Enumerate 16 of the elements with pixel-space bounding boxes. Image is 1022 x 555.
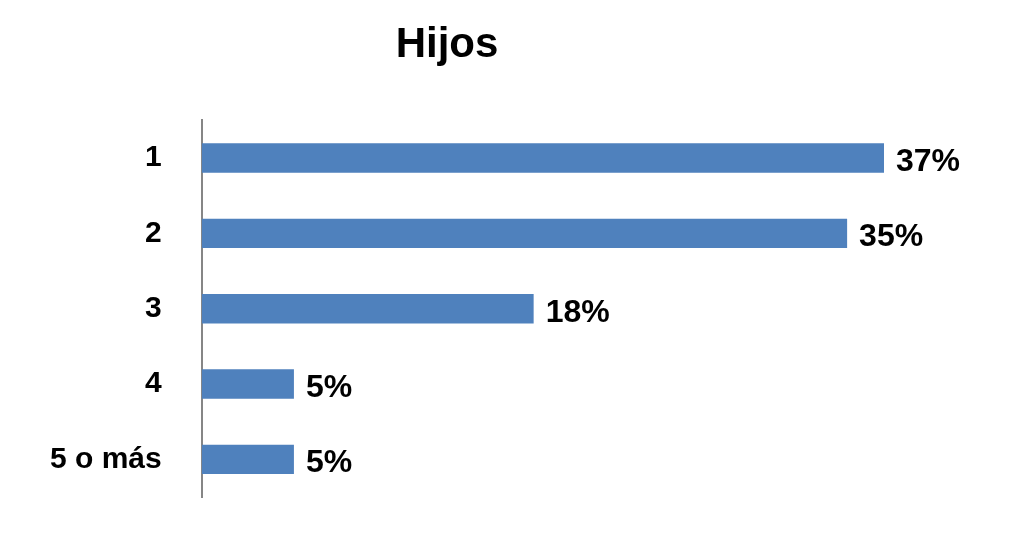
bar	[201, 369, 294, 399]
y-tick-label: 3	[145, 289, 162, 323]
y-tick-label: 4	[145, 365, 163, 399]
data-label: 5%	[305, 443, 353, 480]
bar	[201, 444, 294, 475]
y-tick-label: 5 o más	[49, 440, 162, 474]
chart-title: Hijos	[395, 18, 499, 66]
bar	[201, 218, 848, 249]
data-label: 37%	[896, 141, 961, 178]
bar	[201, 143, 884, 173]
data-label: 5%	[305, 367, 353, 404]
data-label: 35%	[859, 217, 924, 254]
data-label: 18%	[545, 292, 610, 329]
bar	[201, 294, 534, 324]
y-tick-label: 1	[145, 139, 162, 173]
y-tick-label: 2	[145, 214, 162, 248]
